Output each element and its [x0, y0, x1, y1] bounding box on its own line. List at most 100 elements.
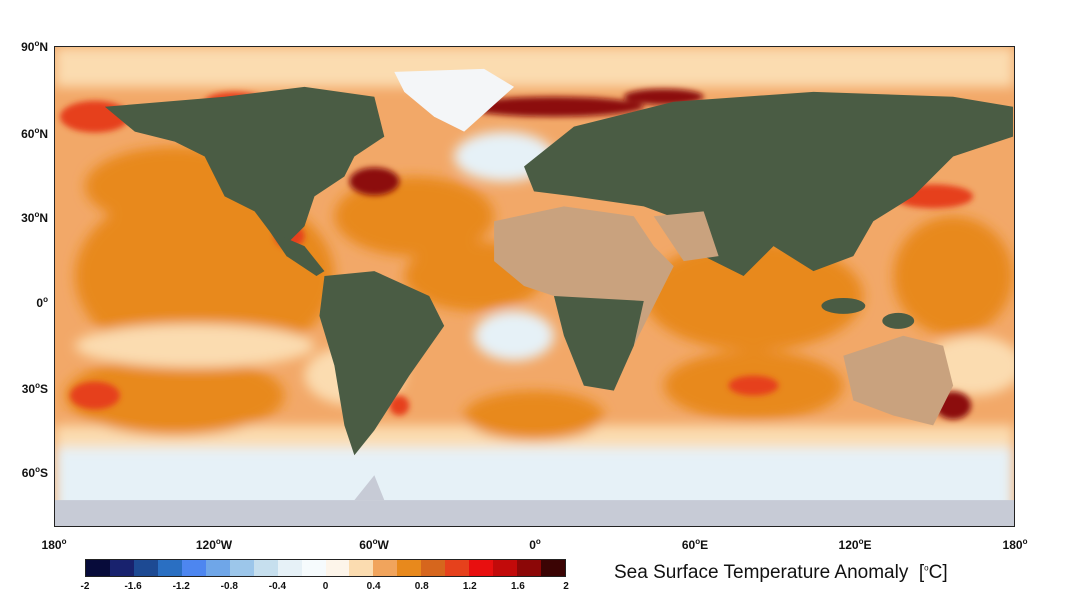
west-pacific-warm [893, 216, 1014, 336]
south-atlantic-cool [474, 310, 554, 361]
degree-symbol: o [695, 537, 701, 546]
longitude-label: 0o [529, 537, 541, 552]
longitude-label: 120oE [839, 537, 872, 552]
latitude-label: 30oS [4, 381, 48, 396]
degree-symbol: o [35, 381, 40, 390]
colorbar [85, 559, 566, 577]
longitude-label: 60oE [682, 537, 708, 552]
label-number: 180 [1002, 538, 1023, 552]
greenland [394, 68, 515, 132]
map-title: Sea Surface Temperature Anomaly [oC] [614, 562, 948, 584]
equatorial-pacific-neutral [74, 323, 315, 368]
title-text: Sea Surface Temperature Anomaly [614, 562, 909, 583]
land-layer [55, 68, 1014, 526]
south-america [319, 271, 445, 456]
sst-anomaly-map [54, 46, 1015, 527]
north-america [104, 86, 385, 247]
colorbar-tick-label: 1.2 [462, 581, 477, 592]
south-atlantic-warm [464, 390, 604, 441]
south-pacific-warm [64, 355, 285, 436]
brazil-current-hotspot [389, 395, 410, 416]
anomaly-blobs [55, 47, 1014, 526]
colorbar-swatch [373, 560, 398, 576]
colorbar-swatch [229, 560, 254, 576]
degree-symbol: o [215, 537, 221, 546]
colorbar-swatch [397, 560, 422, 576]
label-number: 90 [21, 40, 35, 54]
colorbar-swatch [109, 560, 134, 576]
label-number: 60 [21, 466, 36, 480]
south-indian-hotspot [728, 375, 779, 396]
antarctic-peninsula [354, 475, 385, 501]
colorbar-swatch [421, 560, 446, 576]
colorbar-swatch [205, 560, 230, 576]
central-america [269, 231, 325, 277]
maritime-continent [821, 297, 866, 314]
label-number: 60 [681, 538, 696, 552]
longitude-label: 120oW [196, 537, 232, 552]
label-hemisphere: E [700, 538, 709, 552]
label-number: 0 [529, 538, 536, 552]
colorbar-tick-label: 1.6 [510, 581, 525, 592]
colorbar-swatch [517, 560, 542, 576]
colorbar-swatch [253, 560, 278, 576]
colorbar-tick-label: 0.8 [414, 581, 429, 592]
degree-symbol: o [35, 465, 40, 474]
colorbar-tick-label: -2 [80, 581, 90, 592]
latitude-label: 0o [4, 295, 48, 310]
eurasia [524, 91, 1014, 277]
label-hemisphere: W [377, 538, 389, 552]
gulf-stream-hotspot [349, 167, 400, 196]
colorbar-swatch [181, 560, 206, 576]
label-number: 60 [21, 127, 35, 141]
label-hemisphere: E [863, 538, 872, 552]
degree-symbol: o [535, 537, 541, 546]
arabia [653, 211, 719, 262]
colorbar-swatch [133, 560, 158, 576]
latitude-label: 30oN [4, 210, 48, 225]
colorbar-tick-label: 2 [563, 581, 569, 592]
colorbar-swatch [445, 560, 470, 576]
degree-symbol: o [924, 563, 929, 573]
antarctica [55, 500, 1014, 526]
title-unit: [oC] [913, 562, 948, 583]
label-number: 120 [195, 538, 216, 552]
barents-hotspot [464, 96, 644, 117]
south-pacific-hotspot [69, 381, 120, 410]
colorbar-swatch [349, 560, 374, 576]
latitude-label: 90oN [4, 39, 48, 54]
colorbar-tick-label: -1.2 [172, 581, 190, 592]
colorbar-tick-label: 0 [322, 581, 329, 592]
colorbar-tick-label: -0.8 [220, 581, 238, 592]
degree-symbol: o [372, 537, 378, 546]
degree-symbol: o [34, 210, 40, 219]
australia [843, 335, 954, 426]
arctic-band [55, 47, 1014, 87]
kara-hotspot [623, 88, 704, 105]
label-number: 30 [21, 211, 35, 225]
colorbar-swatch [301, 560, 326, 576]
colorbar-swatch [325, 560, 350, 576]
degree-symbol: o [858, 537, 864, 546]
longitude-label: 60oW [359, 537, 389, 552]
colorbar-swatch [157, 560, 182, 576]
latitude-label: 60oN [4, 126, 48, 141]
colorbar-swatch [277, 560, 302, 576]
indian-ocean-warm [643, 241, 864, 351]
label-hemisphere: W [220, 538, 233, 552]
colorbar-swatch [469, 560, 494, 576]
label-hemisphere: N [39, 127, 48, 141]
label-number: 0 [36, 296, 44, 310]
degree-symbol: o [61, 537, 67, 546]
colorbar-swatch [86, 560, 110, 576]
new-guinea [882, 312, 915, 329]
colorbar-tick-label: -1.6 [124, 581, 142, 592]
map-canvas [55, 47, 1014, 526]
label-number: 60 [359, 538, 373, 552]
latitude-label: 60oS [4, 465, 48, 480]
north-atlantic-warm [334, 176, 495, 257]
label-hemisphere: N [39, 40, 48, 54]
label-hemisphere: S [39, 382, 48, 396]
label-number: 180 [41, 538, 62, 552]
label-hemisphere: N [39, 211, 48, 225]
